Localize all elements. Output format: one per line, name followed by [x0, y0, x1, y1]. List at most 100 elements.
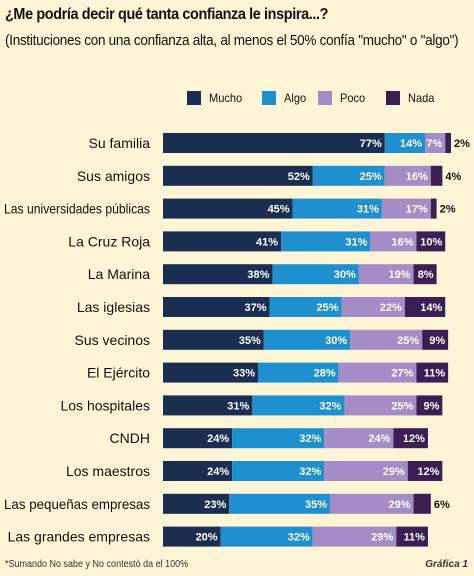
data-label: 32%	[299, 433, 321, 445]
bar-segment-mucho	[163, 461, 233, 481]
data-label: 2%	[440, 204, 456, 216]
bar-segment-nada	[404, 297, 446, 317]
legend: Mucho Algo Poco Nada	[0, 91, 474, 105]
category-label: El Ejército	[87, 365, 150, 381]
chart-subtitle: (Instituciones con una confianza alta, a…	[5, 32, 459, 49]
legend-label-nada: Nada	[408, 91, 435, 105]
data-label: 6%	[434, 499, 450, 511]
bar-segment-poco	[324, 428, 394, 449]
legend-item-nada: Nada	[386, 91, 437, 105]
data-label: 24%	[368, 433, 390, 445]
data-label: 23%	[204, 499, 226, 511]
data-label: 24%	[207, 466, 229, 478]
bar-segment-poco	[381, 198, 431, 219]
bar-segment-nada	[422, 329, 449, 350]
data-label: 29%	[371, 532, 393, 544]
data-label: 41%	[256, 236, 278, 248]
data-label: 9%	[423, 400, 439, 412]
data-label: 11%	[424, 368, 446, 380]
data-label: 38%	[247, 269, 269, 281]
bar-segment-algo	[269, 297, 342, 317]
bar-segment-algo	[220, 526, 313, 547]
legend-swatch-algo	[262, 91, 276, 105]
bar-segment-algo	[312, 165, 385, 186]
data-label: 31%	[345, 236, 367, 248]
data-label: 52%	[288, 171, 310, 183]
data-label: 29%	[383, 466, 405, 478]
data-label: 25%	[360, 171, 382, 183]
data-label: 28%	[314, 368, 336, 380]
data-label: 30%	[334, 269, 356, 281]
bar-segment-mucho	[163, 493, 230, 514]
bar-segment-poco	[384, 165, 431, 186]
bar-segment-algo	[384, 133, 426, 153]
data-label: 12%	[403, 433, 425, 445]
data-label: 12%	[417, 466, 439, 478]
bar-segment-nada	[430, 198, 437, 219]
bar-segment-algo	[232, 428, 325, 449]
legend-swatch-nada	[386, 91, 400, 105]
data-label: 25%	[397, 335, 419, 347]
bar-segment-poco	[324, 461, 408, 481]
legend-swatch-poco	[318, 91, 332, 105]
bar-segment-mucho	[163, 198, 293, 219]
legend-item-poco: Poco	[318, 91, 367, 105]
bar-segment-nada	[393, 428, 428, 449]
data-label: 22%	[380, 302, 402, 314]
bar-segment-algo	[229, 493, 331, 514]
bar-segment-nada	[430, 165, 443, 186]
data-label: 24%	[207, 433, 229, 445]
data-label: 2%	[454, 138, 470, 150]
legend-swatch-mucho	[187, 91, 201, 105]
bar-segment-mucho	[163, 133, 385, 153]
category-label: Sus vecinos	[75, 332, 150, 348]
bar-segment-mucho	[163, 297, 270, 317]
bar-segment-mucho	[163, 362, 259, 383]
bar-segment-nada	[416, 362, 449, 383]
legend-label-mucho: Mucho	[209, 91, 243, 105]
bar-segment-algo	[258, 362, 339, 383]
bar-segment-nada	[416, 395, 443, 416]
bar-segment-poco	[330, 493, 414, 514]
data-label: 31%	[227, 400, 249, 412]
data-label: 32%	[319, 400, 341, 412]
bar-segment-nada	[413, 493, 431, 514]
bar-segment-mucho	[163, 428, 233, 449]
data-label: 33%	[233, 368, 255, 380]
data-label: 14%	[400, 138, 422, 150]
data-label: 14%	[420, 302, 442, 314]
bar-segment-poco	[358, 264, 414, 285]
bar-segment-algo	[232, 461, 325, 481]
bar-segment-poco	[312, 526, 397, 547]
legend-item-algo: Algo	[262, 91, 308, 105]
category-label: Los hospitales	[60, 397, 150, 413]
data-label: 19%	[389, 269, 411, 281]
bar-segment-algo	[252, 395, 345, 416]
bar-segment-mucho	[163, 231, 282, 252]
data-label: 32%	[299, 466, 321, 478]
legend-item-mucho: Mucho	[187, 91, 245, 105]
data-label: 30%	[325, 335, 347, 347]
legend-label-algo: Algo	[284, 91, 307, 105]
bar-segment-mucho	[163, 165, 313, 186]
data-label: 31%	[357, 204, 379, 216]
bar-segment-mucho	[163, 526, 221, 547]
category-label: Las iglesias	[77, 299, 150, 315]
category-label: CNDH	[110, 430, 150, 446]
bar-segment-algo	[281, 231, 371, 252]
data-label: 10%	[420, 236, 442, 248]
category-label: Las universidades públicas	[4, 201, 150, 217]
category-label: La Marina	[88, 266, 150, 282]
data-label: 16%	[406, 171, 428, 183]
category-label: Las pequeñas empresas	[4, 496, 150, 512]
bar-segment-nada	[445, 133, 451, 153]
chart-title: ¿Me podría decir qué tanta confianza le …	[5, 6, 329, 23]
bar-segment-poco	[338, 362, 417, 383]
data-label: 77%	[360, 138, 382, 150]
data-label: 35%	[305, 499, 327, 511]
category-label: La Cruz Roja	[68, 233, 150, 249]
data-label: 37%	[245, 302, 267, 314]
data-label: 11%	[404, 532, 426, 544]
bar-segment-mucho	[163, 395, 253, 416]
data-label: 35%	[239, 335, 261, 347]
